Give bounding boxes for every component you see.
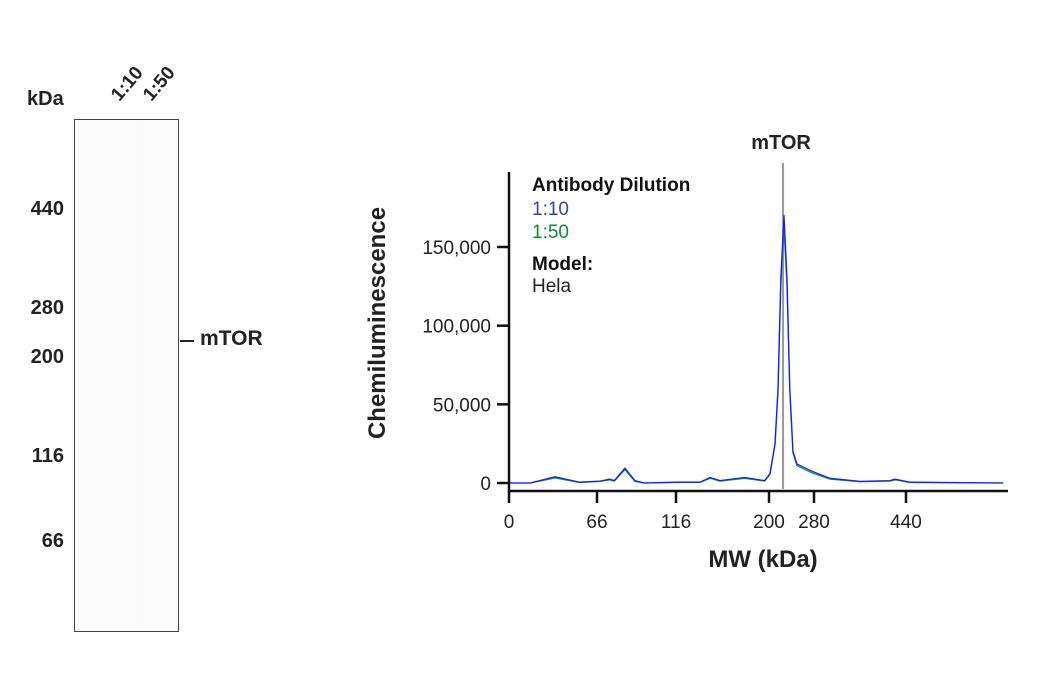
ladder-tick-116: 116 xyxy=(31,445,64,467)
y-tick-label: 100,000 xyxy=(422,317,491,338)
annotation-label: mTOR xyxy=(751,132,811,154)
y-tick-label: 50,000 xyxy=(433,395,491,416)
x-tick-label: 116 xyxy=(661,512,691,533)
y-tick-label: 150,000 xyxy=(422,238,491,259)
legend-entry-1-10: 1:10 xyxy=(532,199,569,220)
x-tick-label: 200 xyxy=(753,512,785,533)
x-tick-label: 0 xyxy=(504,512,515,533)
y-axis-label: Chemiluminescence xyxy=(364,207,391,439)
ladder-tick-280: 280 xyxy=(30,297,64,319)
legend-title: Antibody Dilution xyxy=(532,175,690,196)
legend-entry-1-50: 1:50 xyxy=(532,222,569,243)
legend-model-value: Hela xyxy=(532,276,572,297)
series-line-1-10 xyxy=(509,214,1004,484)
ladder-tick-200: 200 xyxy=(30,346,64,368)
legend-model-title: Model: xyxy=(532,254,593,275)
gel-image xyxy=(74,119,179,632)
x-axis-label: MW (kDa) xyxy=(708,546,817,573)
x-tick-label: 280 xyxy=(798,512,830,533)
sample-lane-1 xyxy=(111,120,142,631)
gel-unit-label: kDa xyxy=(27,88,64,110)
ladder-tick-66: 66 xyxy=(41,530,64,552)
sample-lane-2 xyxy=(144,120,175,631)
x-tick-label: 66 xyxy=(586,512,607,533)
y-tick-label: 0 xyxy=(480,474,491,495)
ladder-tick-440: 440 xyxy=(30,198,64,220)
ladder-lane xyxy=(79,120,109,631)
band-marker-line xyxy=(180,340,194,342)
x-tick-label: 440 xyxy=(890,512,922,533)
band-label: mTOR xyxy=(200,327,263,350)
